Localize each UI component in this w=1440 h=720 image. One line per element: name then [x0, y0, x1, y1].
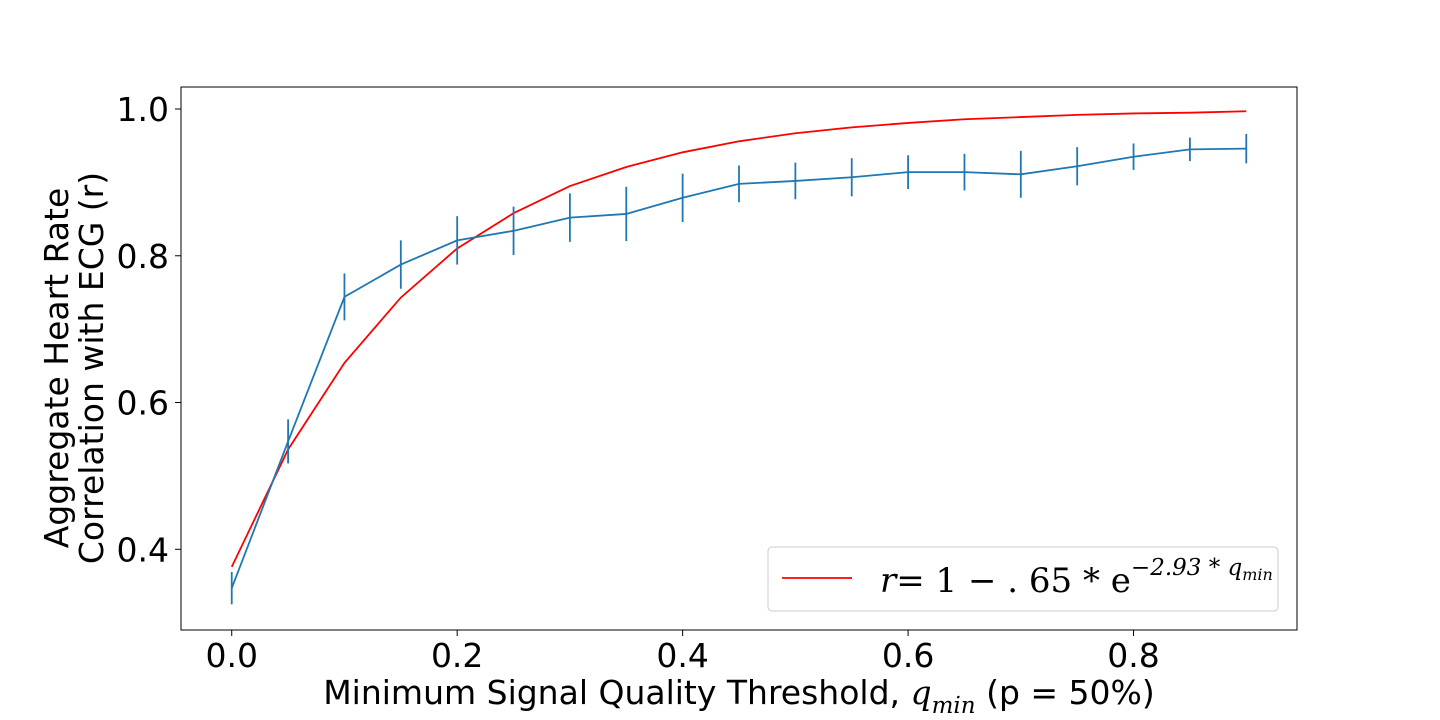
y-axis-ticks: 0.4 0.6 0.8 1.0 — [117, 90, 181, 569]
legend-label-fit: r= 1 − . 65 * e−2.93 * qmin — [880, 555, 1273, 601]
y-tick-label: 0.8 — [117, 237, 169, 276]
x-axis-ticks: 0.0 0.2 0.4 0.6 0.8 — [205, 630, 1160, 675]
y-tick-label: 1.0 — [117, 90, 169, 129]
x-tick-label: 0.4 — [656, 636, 708, 675]
y-axis-label: Aggregate Heart Rate Correlation with EC… — [37, 172, 111, 564]
x-tick-label: 0.0 — [205, 636, 257, 675]
chart-marks — [230, 110, 1248, 605]
plot-frame — [180, 86, 1298, 631]
y-tick-label: 0.4 — [117, 530, 169, 569]
series-line-fit — [230, 110, 1247, 568]
y-axis-label-line2: Correlation with ECG (r) — [72, 172, 111, 564]
y-axis-label-line1: Aggregate Heart Rate — [37, 188, 76, 549]
x-tick-label: 0.2 — [431, 636, 483, 675]
x-tick-label: 0.6 — [882, 636, 934, 675]
legend: r= 1 − . 65 * e−2.93 * qmin — [767, 546, 1279, 612]
y-tick-label: 0.6 — [117, 384, 169, 423]
x-axis-label: Minimum Signal Quality Threshold, qmin (… — [323, 673, 1155, 719]
x-tick-label: 0.8 — [1107, 636, 1159, 675]
legend-box — [767, 546, 1279, 612]
